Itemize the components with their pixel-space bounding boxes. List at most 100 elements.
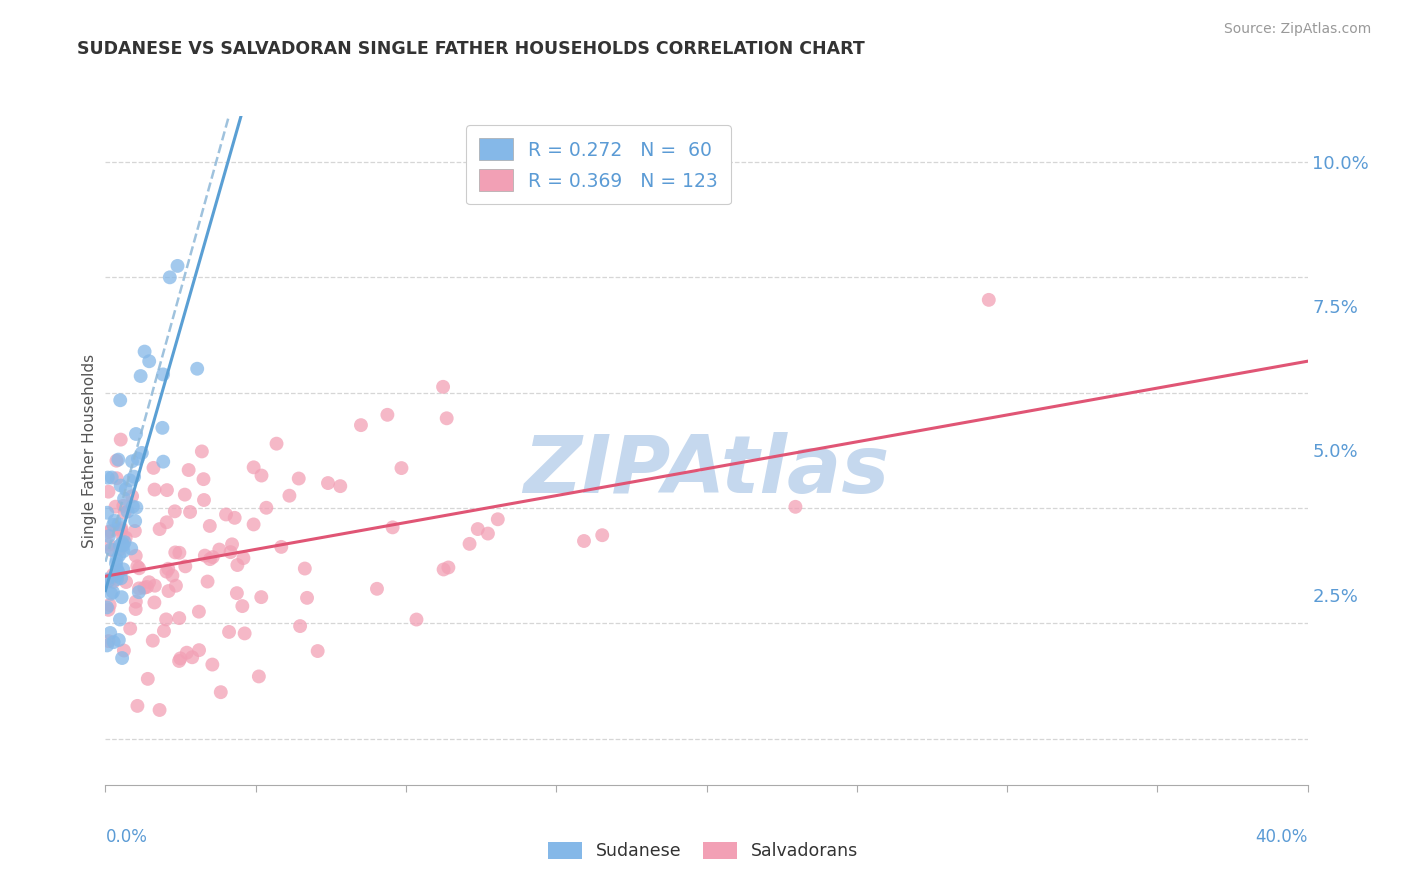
- Point: [209, 685, 232, 699]
- Point: [381, 520, 404, 534]
- Point: [96, 600, 118, 615]
- Point: [250, 590, 273, 604]
- Point: [218, 624, 240, 639]
- Point: [486, 512, 509, 526]
- Point: [127, 559, 149, 574]
- Point: [111, 536, 134, 550]
- Point: [105, 569, 128, 583]
- Point: [124, 524, 146, 538]
- Point: [100, 470, 122, 484]
- Point: [242, 517, 264, 532]
- Point: [156, 515, 179, 529]
- Point: [266, 436, 288, 450]
- Point: [138, 575, 160, 590]
- Point: [96, 573, 118, 587]
- Point: [128, 582, 150, 596]
- Point: [167, 611, 190, 625]
- Point: [165, 579, 187, 593]
- Point: [226, 558, 249, 572]
- Point: [97, 537, 120, 551]
- Point: [179, 505, 201, 519]
- Point: [294, 561, 316, 575]
- Point: [467, 522, 489, 536]
- Point: [149, 522, 172, 536]
- Point: [287, 471, 309, 485]
- Point: [247, 669, 270, 683]
- Text: Source: ZipAtlas.com: Source: ZipAtlas.com: [1223, 22, 1371, 37]
- Text: ZIPAtlas: ZIPAtlas: [523, 432, 890, 509]
- Point: [110, 571, 132, 585]
- Point: [165, 545, 187, 559]
- Point: [169, 651, 191, 665]
- Point: [219, 545, 242, 559]
- Point: [173, 488, 195, 502]
- Point: [181, 650, 204, 665]
- Point: [224, 511, 246, 525]
- Text: 40.0%: 40.0%: [1256, 828, 1308, 846]
- Point: [118, 473, 141, 487]
- Point: [278, 489, 301, 503]
- Point: [136, 672, 159, 686]
- Point: [208, 542, 231, 557]
- Point: [124, 602, 146, 616]
- Point: [143, 483, 166, 497]
- Point: [156, 483, 179, 497]
- Point: [125, 500, 148, 515]
- Point: [111, 651, 134, 665]
- Point: [110, 521, 132, 535]
- Point: [142, 461, 165, 475]
- Point: [138, 354, 160, 368]
- Point: [112, 538, 135, 552]
- Point: [167, 654, 190, 668]
- Point: [98, 598, 121, 612]
- Point: [100, 542, 122, 557]
- Point: [198, 519, 221, 533]
- Point: [193, 493, 215, 508]
- Point: [163, 504, 186, 518]
- Point: [152, 368, 174, 382]
- Point: [110, 393, 132, 408]
- Point: [143, 579, 166, 593]
- Point: [107, 565, 129, 579]
- Point: [120, 622, 142, 636]
- Point: [112, 499, 135, 513]
- Point: [169, 546, 191, 560]
- Point: [152, 455, 174, 469]
- Point: [96, 639, 118, 653]
- Point: [159, 270, 181, 285]
- Point: [122, 469, 145, 483]
- Point: [110, 433, 132, 447]
- Point: [155, 612, 177, 626]
- Point: [125, 549, 148, 563]
- Point: [136, 580, 159, 594]
- Point: [107, 452, 129, 467]
- Point: [103, 514, 125, 528]
- Point: [124, 514, 146, 528]
- Point: [198, 552, 221, 566]
- Point: [432, 562, 454, 576]
- Point: [112, 643, 135, 657]
- Point: [221, 537, 243, 551]
- Point: [186, 361, 208, 376]
- Point: [97, 634, 120, 648]
- Point: [316, 476, 339, 491]
- Legend: R = 0.272   N =  60, R = 0.369   N = 123: R = 0.272 N = 60, R = 0.369 N = 123: [465, 126, 731, 204]
- Point: [104, 500, 127, 514]
- Point: [129, 369, 152, 384]
- Point: [174, 559, 197, 574]
- Point: [96, 506, 118, 520]
- Point: [254, 500, 277, 515]
- Point: [114, 506, 136, 520]
- Point: [121, 454, 143, 468]
- Point: [458, 537, 481, 551]
- Point: [191, 444, 214, 458]
- Point: [155, 565, 177, 579]
- Point: [176, 646, 198, 660]
- Point: [329, 479, 352, 493]
- Point: [366, 582, 388, 596]
- Text: SUDANESE VS SALVADORAN SINGLE FATHER HOUSEHOLDS CORRELATION CHART: SUDANESE VS SALVADORAN SINGLE FATHER HOU…: [77, 40, 865, 58]
- Point: [114, 535, 136, 549]
- Point: [201, 550, 224, 565]
- Point: [117, 504, 139, 518]
- Point: [142, 633, 165, 648]
